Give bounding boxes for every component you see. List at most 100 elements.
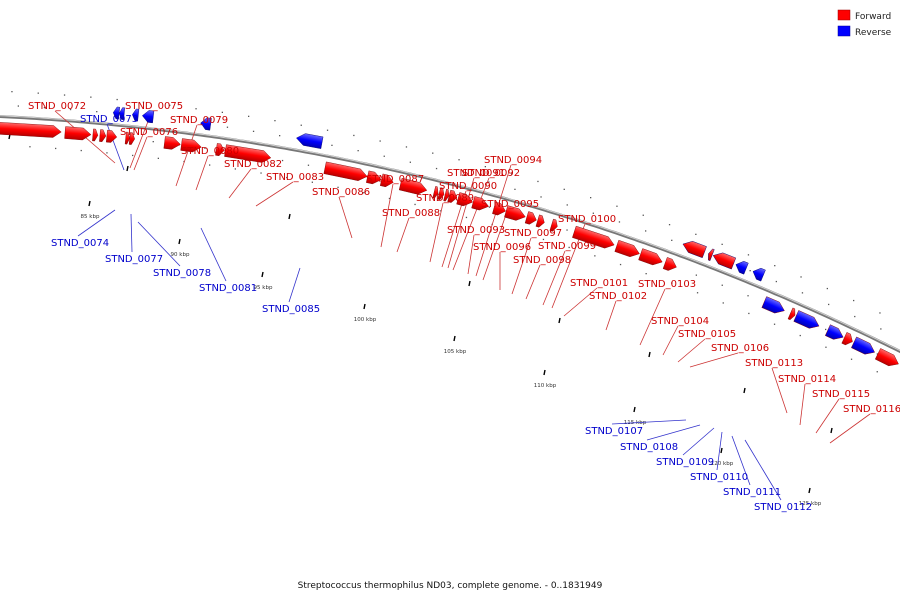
gene-stnd-0087[interactable]	[366, 170, 382, 186]
gene-unlabeled[interactable]	[841, 332, 855, 347]
gene-stnd-0072[interactable]	[64, 126, 92, 141]
gene-label-stnd-0087[interactable]: STND_0087	[366, 174, 424, 185]
gene-label-stnd-0110[interactable]: STND_0110	[690, 472, 748, 483]
gene-stnd-0108[interactable]	[751, 266, 766, 282]
gene-stnd-0111[interactable]	[824, 324, 845, 343]
scale-dot	[542, 238, 545, 241]
gene-label-stnd-0072[interactable]: STND_0072	[28, 101, 86, 112]
gene-label-stnd-0076[interactable]: STND_0076	[120, 127, 178, 138]
gene-label-stnd-0098[interactable]: STND_0098	[513, 255, 571, 266]
gene-stnd-0080[interactable]	[180, 138, 202, 154]
scale-tick-label: 100 kbp	[354, 317, 377, 323]
gene-label-stnd-0079[interactable]: STND_0079	[170, 115, 228, 126]
gene-stnd-0082[interactable]	[215, 143, 225, 156]
gene-stnd-0073[interactable]	[118, 107, 126, 120]
gene-stnd-0090[interactable]	[437, 187, 446, 201]
gene-label-stnd-0082[interactable]: STND_0082	[224, 159, 282, 170]
gene-stnd-0109[interactable]	[761, 296, 787, 317]
gene-label-stnd-0109[interactable]: STND_0109	[656, 457, 714, 468]
gene-stnd-0105[interactable]	[706, 248, 715, 261]
gene-label-stnd-0115[interactable]: STND_0115	[812, 389, 870, 400]
gene-label-stnd-0091[interactable]: STND_0091	[447, 168, 505, 179]
gene-label-stnd-0088[interactable]: STND_0088	[382, 208, 440, 219]
gene-label-stnd-0095[interactable]: STND_0095	[481, 199, 539, 210]
gene-stnd-0102[interactable]	[638, 248, 665, 268]
gene-label-stnd-0093[interactable]: STND_0093	[447, 225, 505, 236]
gene-label-stnd-0103[interactable]: STND_0103	[638, 279, 696, 290]
leader-line	[677, 338, 706, 363]
gene-label-stnd-0085[interactable]: STND_0085	[262, 304, 320, 315]
gene-label-stnd-0089[interactable]: STND_0089	[416, 193, 474, 204]
gene-stnd-0110[interactable]	[793, 310, 822, 331]
gene-label-stnd-0092[interactable]: STND_0092	[462, 168, 520, 179]
gene-label-stnd-0100[interactable]: STND_0100	[558, 214, 616, 225]
gene-unlabeled[interactable]	[99, 129, 107, 143]
gene-stnd-0092[interactable]	[447, 189, 459, 204]
gene-label-stnd-0111[interactable]: STND_0111	[723, 487, 781, 498]
gene-stnd-0101[interactable]	[614, 239, 642, 259]
gene-label-stnd-0077[interactable]: STND_0077	[105, 254, 163, 265]
leader-line	[195, 155, 209, 191]
gene-label-stnd-0081[interactable]: STND_0081	[199, 283, 257, 294]
gene-label-stnd-0094[interactable]: STND_0094	[484, 155, 542, 166]
gene-stnd-0103[interactable]	[662, 257, 678, 272]
gene-label-stnd-0107[interactable]: STND_0107	[585, 426, 643, 437]
scale-dot	[695, 233, 697, 235]
gene-label-stnd-0086[interactable]: STND_0086	[312, 187, 370, 198]
gene-label-stnd-0108[interactable]: STND_0108	[620, 442, 678, 453]
gene-stnd-0100[interactable]	[572, 225, 616, 251]
gene-stnd-0096[interactable]	[504, 205, 527, 223]
scale-dot	[43, 107, 46, 109]
gene-stnd-0074[interactable]	[112, 106, 120, 120]
gene-label-stnd-0113[interactable]: STND_0113	[745, 358, 803, 369]
gene-stnd-0088[interactable]	[379, 173, 394, 188]
gene-unlabeled[interactable]	[787, 307, 797, 321]
gene-stnd-0078[interactable]	[142, 110, 155, 124]
gene-unlabeled[interactable]	[0, 121, 62, 138]
gene-stnd-0094[interactable]	[471, 196, 491, 212]
scale-dot	[260, 172, 262, 174]
gene-stnd-0112[interactable]	[851, 336, 877, 358]
gene-stnd-0099[interactable]	[549, 218, 559, 232]
gene-stnd-0098[interactable]	[535, 214, 546, 229]
gene-label-stnd-0075[interactable]: STND_0075	[125, 101, 183, 112]
gene-label-stnd-0099[interactable]: STND_0099	[538, 241, 596, 252]
gene-unlabeled[interactable]	[398, 177, 428, 196]
gene-stnd-0079[interactable]	[163, 136, 181, 150]
gene-label-stnd-0083[interactable]: STND_0083	[266, 172, 324, 183]
gene-label-stnd-0073[interactable]: STND_0073	[80, 114, 138, 125]
gene-label-stnd-0104[interactable]: STND_0104	[651, 316, 709, 327]
gene-label-stnd-0074[interactable]: STND_0074	[51, 238, 109, 249]
gene-label-stnd-0078[interactable]: STND_0078	[153, 268, 211, 279]
gene-label-stnd-0096[interactable]: STND_0096	[473, 242, 531, 253]
gene-stnd-0089[interactable]	[432, 186, 440, 199]
gene-unlabeled[interactable]	[874, 348, 900, 369]
gene-stnd-0107[interactable]	[734, 259, 749, 275]
gene-stnd-0093[interactable]	[456, 192, 475, 207]
gene-stnd-0085[interactable]	[295, 132, 324, 149]
gene-stnd-0086[interactable]	[323, 161, 369, 182]
gene-label-stnd-0080[interactable]: STND_0080	[181, 146, 239, 157]
gene-label-stnd-0097[interactable]: STND_0097	[504, 228, 562, 239]
gene-label-stnd-0112[interactable]: STND_0112	[754, 502, 812, 513]
gene-label-stnd-0116[interactable]: STND_0116	[843, 404, 900, 415]
leader-line	[288, 267, 301, 303]
gene-unlabeled[interactable]	[92, 128, 99, 142]
gene-label-stnd-0090[interactable]: STND_0090	[439, 181, 497, 192]
gene-stnd-0083[interactable]	[224, 144, 272, 164]
gene-stnd-0075[interactable]	[124, 131, 130, 145]
gene-stnd-0077[interactable]	[132, 108, 140, 122]
gene-stnd-0104[interactable]	[681, 238, 707, 259]
gene-label-stnd-0106[interactable]: STND_0106	[711, 343, 769, 354]
gene-label-stnd-0101[interactable]: STND_0101	[570, 278, 628, 289]
gene-stnd-0076[interactable]	[128, 132, 135, 145]
gene-unlabeled[interactable]	[106, 129, 118, 143]
gene-stnd-0097[interactable]	[524, 211, 538, 226]
gene-stnd-0091[interactable]	[443, 188, 451, 202]
gene-label-stnd-0105[interactable]: STND_0105	[678, 329, 736, 340]
gene-stnd-0081[interactable]	[200, 117, 212, 131]
gene-label-stnd-0102[interactable]: STND_0102	[589, 291, 647, 302]
gene-stnd-0106[interactable]	[711, 250, 737, 270]
gene-stnd-0095[interactable]	[492, 201, 507, 217]
gene-label-stnd-0114[interactable]: STND_0114	[778, 374, 836, 385]
